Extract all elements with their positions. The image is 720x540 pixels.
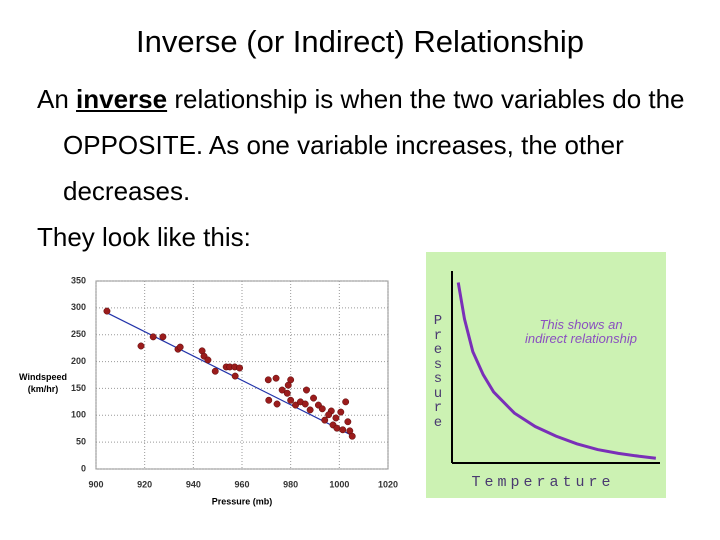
y-tick-label: 300 [71,302,86,312]
trend-line [105,311,352,436]
x-tick-label: 920 [137,479,152,489]
x-axis-label: Pressure (mb) [212,496,273,506]
point [342,398,350,406]
x-tick-label: 940 [186,479,201,489]
text: relationship is when the two variables d… [63,84,685,206]
point [321,416,329,424]
y-tick-label: 100 [71,410,86,420]
point [325,411,333,419]
paragraph: They look like this: [37,214,707,260]
curve [456,282,657,460]
x-axis-label: Temperature [471,474,614,491]
y-axis-label: Pressure [433,313,443,431]
point [236,364,244,372]
point [318,405,326,413]
y-tick-label: 50 [76,437,86,447]
point [264,376,272,384]
point [348,432,356,440]
y-axis-label: Windspeed (km/hr) [19,372,67,394]
point [278,386,286,394]
point [149,333,157,341]
point [273,400,281,408]
y-tick-label: 150 [71,383,86,393]
point [231,372,239,380]
text: An [37,84,77,114]
point [301,400,309,408]
point [284,381,292,389]
slide-title: Inverse (or Indirect) Relationship [136,24,584,59]
point [265,396,273,404]
emphasis: inverse [76,84,168,114]
point [339,426,347,434]
point [333,424,341,432]
slide-body: An inverse relationship is when the two … [37,76,707,260]
y-tick-label: 350 [71,275,86,285]
paragraph: An inverse relationship is when the two … [37,76,707,214]
point [204,356,212,364]
y-tick-label: 0 [81,463,86,473]
x-tick-label: 1020 [378,479,398,489]
point [344,418,352,426]
y-tick-label: 200 [71,356,86,366]
point [310,394,317,402]
x-tick-label: 960 [234,479,249,489]
x-tick-label: 1000 [329,479,349,489]
chart-background [426,252,666,498]
x-tick-label: 980 [283,479,298,489]
point [303,386,310,394]
point [272,374,280,382]
point [306,406,314,414]
x-tick-label: 900 [88,479,103,489]
point [137,342,145,350]
point [176,343,184,351]
point [332,414,340,422]
point [211,367,219,375]
point [337,408,345,416]
y-tick-label: 250 [71,329,86,339]
point [159,333,167,341]
text: They look like this: [37,222,251,252]
point [287,396,295,404]
annotation: This shows an indirect relationship [524,317,637,346]
point [292,401,299,409]
point [103,307,111,315]
point [283,389,291,397]
